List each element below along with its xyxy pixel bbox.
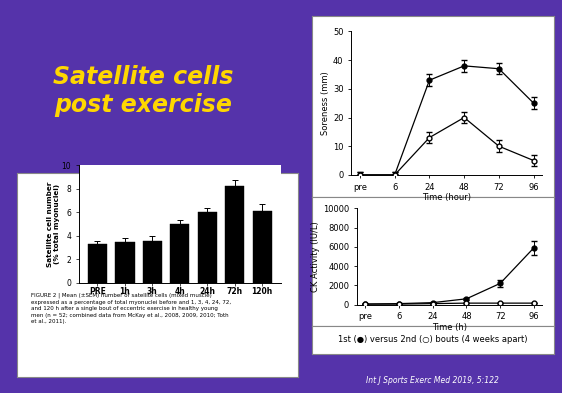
- Text: Satellite cells
post exercise: Satellite cells post exercise: [53, 65, 234, 117]
- Y-axis label: Soreness (mm): Soreness (mm): [321, 71, 330, 135]
- Bar: [170, 224, 189, 283]
- Bar: [115, 242, 134, 283]
- Bar: [198, 212, 217, 283]
- Bar: [252, 211, 272, 283]
- Bar: [88, 244, 107, 283]
- X-axis label: Time (h): Time (h): [432, 323, 467, 332]
- Bar: [143, 241, 162, 283]
- Y-axis label: Satellite cell number
(% total myonuclei): Satellite cell number (% total myonuclei…: [47, 181, 60, 267]
- Text: FIGURE 2 | Mean (±SEM) number of satellite cells (mixed muscle)
expressed as a p: FIGURE 2 | Mean (±SEM) number of satelli…: [31, 292, 231, 325]
- Bar: [225, 186, 244, 283]
- X-axis label: Time (hour): Time (hour): [422, 193, 472, 202]
- Text: Int J Sports Exerc Med 2019, 5:122: Int J Sports Exerc Med 2019, 5:122: [366, 376, 499, 385]
- Text: 1st (●) versus 2nd (○) bouts (4 weeks apart): 1st (●) versus 2nd (○) bouts (4 weeks ap…: [338, 336, 528, 344]
- Y-axis label: CK Activity (IU/L): CK Activity (IU/L): [311, 221, 320, 292]
